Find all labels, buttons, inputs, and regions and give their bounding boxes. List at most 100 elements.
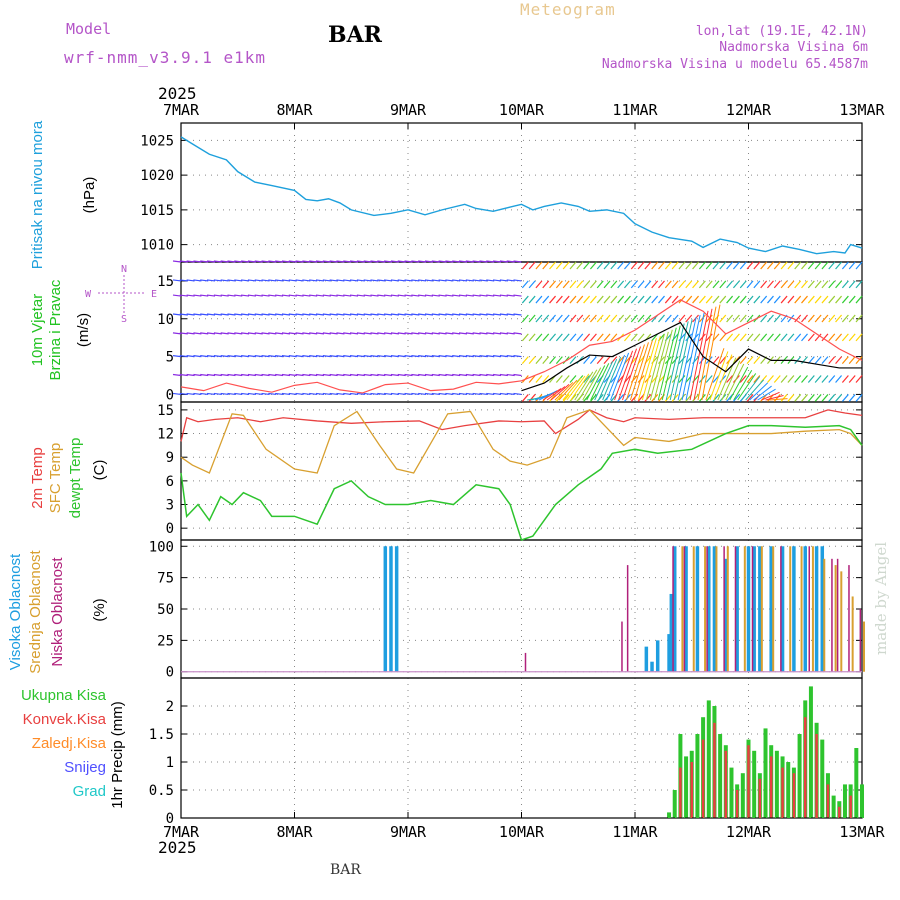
wind-barb xyxy=(431,313,440,316)
wind-barb xyxy=(761,391,780,401)
cloud-side-label-2: Srednja Oblacnost xyxy=(27,549,44,673)
wind-barb xyxy=(172,354,182,358)
wind-barb xyxy=(295,392,304,396)
wind-barb xyxy=(698,295,706,304)
wind-barb xyxy=(295,354,304,358)
wind-barb xyxy=(234,332,243,335)
wind-barb xyxy=(465,354,474,358)
wind-barb xyxy=(486,392,495,396)
wind-barb xyxy=(390,260,399,263)
pressure-unit-label: (hPa) xyxy=(81,177,98,214)
wind-barb xyxy=(596,356,604,364)
wind-barb xyxy=(610,333,618,342)
wind-barb xyxy=(637,314,645,323)
wind-barb xyxy=(281,332,291,335)
x-tick-label-top: 11MAR xyxy=(612,101,658,119)
wind-barb xyxy=(562,377,582,401)
gust-line xyxy=(180,299,863,394)
wind-barb xyxy=(247,373,256,377)
wind-barb xyxy=(200,373,209,377)
wind-barb xyxy=(692,394,700,402)
wind-barb xyxy=(760,295,768,304)
wind-barb xyxy=(172,313,182,316)
station-title: BAR xyxy=(328,22,382,48)
wind-barb xyxy=(349,332,359,335)
wind-barb xyxy=(671,261,679,270)
wind-barb xyxy=(438,279,447,282)
wind-barb xyxy=(630,333,638,342)
wind-barb xyxy=(445,392,454,396)
temp-unit-label: (C) xyxy=(91,460,108,481)
wind-barb xyxy=(576,314,584,323)
wind-barb xyxy=(692,261,700,270)
wind-barb xyxy=(726,261,734,270)
precip-bar xyxy=(842,784,847,818)
wind-barb xyxy=(773,261,781,270)
wind-barb xyxy=(618,348,638,401)
wind-barb xyxy=(692,280,700,289)
wind-barb xyxy=(465,294,474,297)
wind-barb xyxy=(671,314,679,323)
wind-barb xyxy=(445,332,454,335)
wind-barb xyxy=(794,314,802,323)
wind-barb xyxy=(746,394,754,402)
wind-barb xyxy=(753,261,761,270)
wind-barb xyxy=(241,260,250,263)
wind-barb xyxy=(275,373,284,377)
wind-barb xyxy=(535,356,543,364)
wind-barb xyxy=(384,294,393,297)
wind-barb xyxy=(637,280,645,289)
y-tick-label: 15 xyxy=(157,274,174,290)
wind-barb xyxy=(254,373,263,377)
precip-bar xyxy=(831,795,836,818)
wind-barb xyxy=(610,314,618,323)
wind-barb xyxy=(677,317,697,401)
wind-barb xyxy=(241,332,250,335)
wind-barb xyxy=(234,279,243,282)
wind-barb xyxy=(719,356,727,364)
precip-bar xyxy=(838,806,841,818)
wind-barb xyxy=(411,279,420,282)
cloud-bar xyxy=(621,621,623,672)
wind-barb xyxy=(452,313,461,316)
wind-barb xyxy=(186,294,195,297)
wind-barb xyxy=(726,280,734,289)
x-tick-label-top: 7MAR xyxy=(163,101,200,119)
wind-barb xyxy=(499,332,508,335)
wind-barb xyxy=(794,333,802,342)
wind-barb xyxy=(465,260,474,263)
wind-barb xyxy=(610,280,618,289)
wind-barb xyxy=(254,279,263,282)
cloud-bar xyxy=(823,558,826,672)
wind-barb xyxy=(801,280,808,289)
wind-barb xyxy=(186,332,195,335)
wind-barb xyxy=(193,260,202,263)
wind-barb xyxy=(411,313,420,316)
wind-barb xyxy=(186,279,195,282)
wind-barb xyxy=(542,375,550,383)
y-tick-label: 75 xyxy=(157,571,174,587)
wind-barb xyxy=(377,392,386,396)
precip-bar xyxy=(667,812,672,818)
wind-barb xyxy=(542,333,550,342)
wind-barb xyxy=(404,279,413,282)
wind-barb xyxy=(172,373,182,377)
wind-barb xyxy=(472,373,481,377)
wind-barb xyxy=(309,260,318,263)
wind-barb xyxy=(397,294,406,297)
cloud-bar xyxy=(672,546,674,672)
wind-barb xyxy=(787,261,795,270)
x-tick-label-bottom: 10MAR xyxy=(499,823,545,841)
wind-barb xyxy=(220,373,229,377)
wind-barb xyxy=(821,333,829,342)
wind-barb xyxy=(370,279,379,282)
wind-barb xyxy=(288,373,297,377)
wind-barb xyxy=(644,394,652,402)
wind-barb xyxy=(760,280,768,289)
wind-barb xyxy=(712,295,720,304)
wind-barb xyxy=(685,333,693,342)
dewpt-line xyxy=(180,424,863,541)
cloud-bar xyxy=(695,546,700,672)
wind-barb xyxy=(472,260,481,263)
wind-barb xyxy=(227,392,236,396)
